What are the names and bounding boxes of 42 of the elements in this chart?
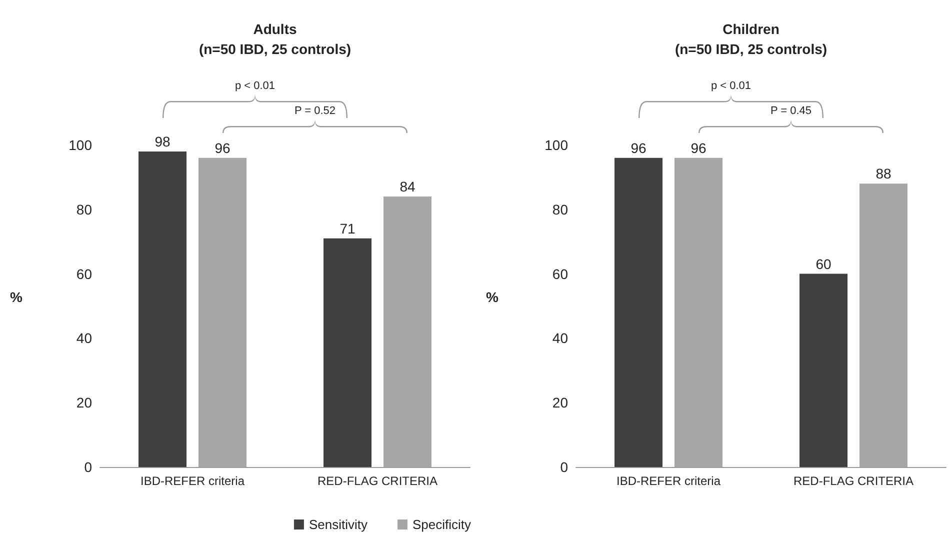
bar <box>138 151 186 467</box>
y-tick-label: 20 <box>76 394 92 411</box>
y-axis-title: % <box>10 289 23 305</box>
y-tick-label: 80 <box>76 201 92 218</box>
x-tick-label: RED-FLAG CRITERIA <box>317 474 438 488</box>
chart-title: Children (n=50 IBD, 25 controls) <box>674 21 828 57</box>
y-tick-label: 80 <box>552 201 568 218</box>
bar <box>860 184 908 467</box>
data-label: 96 <box>214 140 230 156</box>
y-axis-title: % <box>486 289 499 305</box>
text: P = 0.45 <box>770 105 812 117</box>
data-label: 98 <box>154 133 170 150</box>
text: p < 0.01 <box>234 80 276 92</box>
y-tick-label: 0 <box>560 459 568 475</box>
data-label: 60 <box>816 256 832 272</box>
data-label: 71 <box>340 220 356 236</box>
bar <box>800 274 848 467</box>
chart-title: Adults (n=50 IBD, 25 controls) <box>198 21 352 57</box>
y-tick-label: 100 <box>544 137 568 153</box>
y-tick-label: 60 <box>76 266 92 282</box>
data-label: 96 <box>630 140 646 156</box>
x-tick-label: IBD-REFER criteria <box>616 474 721 488</box>
y-tick-label: 0 <box>84 459 92 475</box>
legend-label: Specificity <box>412 517 472 532</box>
x-tick-label: RED-FLAG CRITERIA <box>793 474 914 488</box>
bar <box>324 238 372 467</box>
y-tick-label: 60 <box>552 266 568 282</box>
bar <box>384 196 432 467</box>
y-tick-label: 40 <box>552 330 568 346</box>
bar <box>674 158 722 467</box>
bar <box>198 158 246 467</box>
y-tick-label: 20 <box>552 394 568 411</box>
y-tick-label: 100 <box>68 137 92 153</box>
x-tick-label: IBD-REFER criteria <box>140 474 245 488</box>
data-label: 96 <box>690 140 706 156</box>
text: p < 0.01 <box>710 80 752 92</box>
bar <box>614 158 662 467</box>
data-label: 88 <box>876 166 892 182</box>
text: P = 0.52 <box>294 105 336 117</box>
y-tick-label: 40 <box>76 330 92 346</box>
legend-label: Sensitivity <box>308 517 368 532</box>
data-label: 84 <box>400 178 416 195</box>
